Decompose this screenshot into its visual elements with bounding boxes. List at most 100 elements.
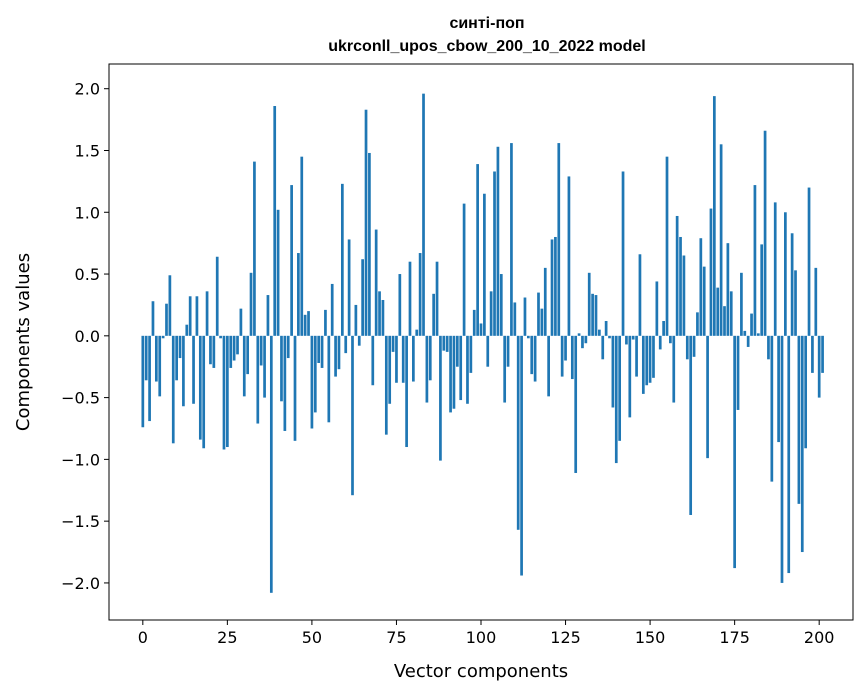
bar xyxy=(395,335,398,383)
bar xyxy=(361,259,364,336)
bar xyxy=(685,335,689,360)
bar xyxy=(320,335,324,368)
bar xyxy=(533,335,537,382)
bar xyxy=(682,255,686,336)
bar xyxy=(269,335,273,593)
bar xyxy=(797,335,801,504)
bar xyxy=(232,335,236,361)
bar xyxy=(652,335,655,378)
x-tick-label: 25 xyxy=(217,628,237,647)
bar xyxy=(188,296,192,336)
bar xyxy=(212,335,216,368)
bar xyxy=(499,274,503,336)
bar xyxy=(459,335,463,401)
bar xyxy=(692,335,696,357)
x-tick-label: 200 xyxy=(804,628,835,647)
bar xyxy=(280,335,283,402)
bar xyxy=(158,335,162,397)
bar xyxy=(249,272,253,336)
bar xyxy=(756,333,760,336)
bar xyxy=(293,335,297,441)
bar xyxy=(557,143,561,336)
bar xyxy=(185,324,189,336)
bar xyxy=(581,335,584,349)
x-tick-label: 0 xyxy=(138,628,148,647)
bar xyxy=(611,335,615,408)
bar xyxy=(483,193,486,336)
bar xyxy=(351,335,354,496)
bar xyxy=(327,335,331,423)
bar xyxy=(621,171,625,336)
bar xyxy=(242,335,246,397)
bar xyxy=(469,335,473,373)
bar xyxy=(526,335,530,339)
x-tick-label: 100 xyxy=(466,628,497,647)
x-tick-label: 75 xyxy=(386,628,406,647)
bar xyxy=(371,335,375,386)
bar xyxy=(496,146,500,336)
y-tick-label: 0.0 xyxy=(75,327,100,346)
chart-title: синті-поп xyxy=(449,15,524,32)
bar xyxy=(530,335,534,375)
bar xyxy=(418,253,422,336)
bar xyxy=(807,187,811,336)
bar xyxy=(598,329,601,336)
bar xyxy=(584,335,588,344)
bar xyxy=(560,335,564,377)
bar xyxy=(537,292,540,336)
bar xyxy=(706,335,709,459)
bar xyxy=(699,238,703,336)
bar xyxy=(297,253,300,336)
bar xyxy=(259,335,263,366)
bar xyxy=(141,335,145,428)
bar xyxy=(344,335,348,354)
bar xyxy=(428,335,432,381)
bar xyxy=(608,335,611,339)
bar xyxy=(503,335,507,403)
y-tick-label: −2.0 xyxy=(61,574,100,593)
bar xyxy=(401,335,405,383)
bar xyxy=(462,203,466,336)
bar xyxy=(506,335,510,367)
bar xyxy=(635,335,638,377)
bar xyxy=(195,296,199,336)
bar xyxy=(618,335,622,441)
bar xyxy=(760,244,764,336)
x-tick-label: 150 xyxy=(635,628,666,647)
bar xyxy=(215,256,219,336)
bar xyxy=(432,293,436,336)
bar xyxy=(239,308,243,336)
bar xyxy=(253,161,256,336)
y-tick-label: −1.0 xyxy=(61,450,100,469)
bar xyxy=(347,239,351,336)
y-tick-label: 1.5 xyxy=(75,141,100,160)
bar xyxy=(226,335,229,448)
bar xyxy=(452,335,456,409)
bar xyxy=(178,335,182,359)
bar xyxy=(182,335,185,407)
bar xyxy=(679,236,682,336)
bar xyxy=(773,202,777,336)
bar xyxy=(445,335,449,352)
bar xyxy=(283,335,287,431)
bars-group xyxy=(141,93,824,593)
bar xyxy=(540,308,544,336)
y-axis-ticks: −2.0 −1.5 −1.0 −0.5 0.0 0.5 1.0 1.5 2.0 xyxy=(61,80,109,593)
bar xyxy=(628,335,632,418)
bar xyxy=(357,335,361,346)
bar xyxy=(408,261,412,336)
bar xyxy=(516,335,520,530)
bar xyxy=(489,291,493,336)
chart-subtitle: ukrconll_upos_cbow_200_10_2022 model xyxy=(328,38,645,55)
bar xyxy=(486,335,490,367)
bar xyxy=(520,335,523,576)
bar xyxy=(472,309,476,336)
bar xyxy=(800,335,804,553)
x-axis-label: Vector components xyxy=(394,661,568,682)
y-axis-label: Components values xyxy=(13,253,34,431)
bar xyxy=(669,335,672,344)
bar xyxy=(415,329,419,336)
bar xyxy=(479,323,483,336)
bar xyxy=(777,335,780,443)
bar xyxy=(648,335,652,383)
